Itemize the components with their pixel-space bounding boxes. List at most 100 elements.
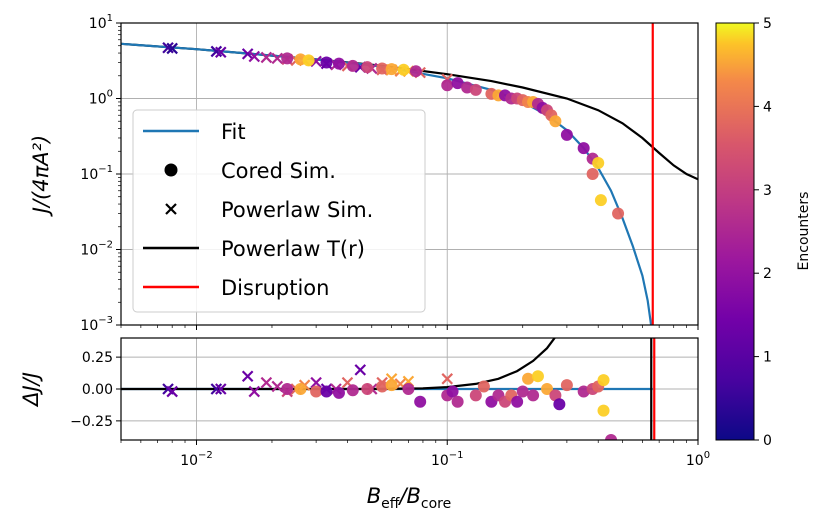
top-y-axis-label: J/(4πA²) <box>29 135 53 217</box>
cross-stroke <box>248 50 261 63</box>
x-axis-label: Beff/Bcore <box>367 484 452 512</box>
cored-sim-point <box>346 59 359 72</box>
legend-label: Fit <box>221 120 246 144</box>
cored-sim-residual-point <box>376 380 389 393</box>
cored-sim-point <box>376 62 389 75</box>
cross-stroke <box>215 46 227 59</box>
cross-stroke <box>210 383 223 395</box>
cross-stroke <box>241 48 254 60</box>
cored-sim-point <box>592 156 605 169</box>
cross-stroke <box>260 376 273 389</box>
powerlaw-sim-point <box>166 42 178 55</box>
x-tick-label: 100 <box>686 450 710 469</box>
cross-stroke <box>341 376 354 389</box>
cross-stroke <box>271 52 284 65</box>
cross-stroke <box>162 41 174 54</box>
legend-label: Powerlaw T(r) <box>221 237 365 261</box>
cored-sim-point <box>320 56 333 69</box>
legend-entry: Powerlaw Sim. <box>165 198 373 222</box>
colorbar-tick-label: 4 <box>763 99 772 115</box>
colorbar-tick-label: 1 <box>763 350 772 366</box>
cored-sim-point <box>594 194 607 207</box>
cored-sim-residual-point <box>549 389 562 402</box>
legend-swatch-cross <box>165 203 177 215</box>
x-ticks: 10−2 10−1 100 <box>120 325 710 469</box>
cored-sim-residual-point <box>516 385 529 398</box>
powerlaw-sim-residual-point <box>441 373 454 385</box>
cored-sim-residual-point <box>332 386 345 399</box>
cored-sim-point <box>409 65 422 78</box>
cross-stroke <box>310 376 322 389</box>
cross-stroke <box>248 385 261 398</box>
legend: Fit Cored Sim. Powerlaw Sim. Powerlaw T(r) D… <box>132 109 426 313</box>
cored-sim-residual-point <box>346 384 359 397</box>
cored-sim-point <box>612 207 625 220</box>
colorbar-tick-label: 0 <box>763 433 772 449</box>
powerlaw-sim-point <box>260 51 273 64</box>
cored-sim-residual-point <box>541 383 554 395</box>
powerlaw-sim-point <box>248 50 261 63</box>
colorbar-ticks: 0 1 2 3 4 5 <box>754 16 772 449</box>
bottom-y-tick-label: 0.00 <box>82 382 113 398</box>
cross-stroke <box>210 45 223 58</box>
cored-sim-residual-point <box>511 395 524 408</box>
powerlaw-sim-point <box>241 48 254 60</box>
colorbar-tick-label: 2 <box>763 266 772 282</box>
cored-sim-residual-point <box>522 372 535 385</box>
powerlaw-sim-residual-point <box>260 376 273 389</box>
cored-sim-point <box>469 83 482 96</box>
cored-sim-residual-point <box>361 383 374 395</box>
legend-entry: Fit <box>143 120 246 144</box>
legend-swatch-circle <box>164 163 178 177</box>
colorbar-tick-label: 3 <box>763 183 772 199</box>
cross-stroke <box>162 383 174 395</box>
cross-stroke <box>354 364 367 376</box>
cored-sim-residual-point <box>414 395 427 408</box>
top-y-ticks: 101 100 10−1 10−2 10−3 <box>80 13 121 334</box>
cored-sim-residual-point <box>446 385 459 398</box>
top-y-tick-label: 100 <box>89 89 113 108</box>
x-tick-label: 10−2 <box>180 450 213 469</box>
cored-sim-residual-point <box>310 385 323 398</box>
powerlaw-sim-residual-point <box>166 385 178 398</box>
legend-entry: Cored Sim. <box>164 159 336 183</box>
cored-sim-residual-point <box>531 370 544 383</box>
cross-stroke <box>441 373 454 385</box>
powerlaw-sim-point <box>215 46 227 59</box>
cross-stroke <box>215 383 227 395</box>
bottom-panel: 0.25 0.00 −0.25 10−2 10−1 100 ΔJ/J Beff/Bcor… <box>19 325 710 512</box>
cored-sim-residual-point <box>294 383 307 395</box>
legend-entry: Powerlaw T(r) <box>143 237 365 261</box>
cross-stroke <box>271 380 284 393</box>
bottom-y-ticks: 0.25 0.00 −0.25 <box>70 350 121 430</box>
colorbar-gradient <box>715 22 755 441</box>
legend-entry: Disruption <box>143 276 329 300</box>
bottom-y-tick-label: −0.25 <box>70 414 113 430</box>
cored-sim-point <box>549 115 562 128</box>
cored-sim-point <box>560 128 573 141</box>
cored-sim-residual-point <box>320 385 333 398</box>
cored-sim-residual-point <box>597 404 610 417</box>
cored-sim-residual-point <box>281 383 294 395</box>
cored-sim-residual-point <box>605 434 618 440</box>
colorbar-label: Encounters <box>796 192 812 271</box>
cored-sim-point <box>577 142 590 155</box>
cored-sim-point <box>441 79 454 92</box>
cross-stroke <box>260 51 273 64</box>
powerlaw-sim-residual-point <box>241 370 254 383</box>
powerlaw-sim-residual-point <box>354 364 367 376</box>
powerlaw-sim-residual-point <box>271 380 284 393</box>
bottom-y-tick-label: 0.25 <box>82 350 113 366</box>
cored-sim-point <box>361 61 374 74</box>
legend-box <box>132 109 426 313</box>
cross-stroke <box>241 370 254 383</box>
legend-label: Cored Sim. <box>221 159 336 183</box>
powerlaw-residual-curve <box>121 338 556 391</box>
cored-sim-residual-point <box>402 383 415 395</box>
powerlaw-sim-residual-point <box>215 383 227 395</box>
colorbar: 0 1 2 3 4 5 Encounters <box>715 16 812 449</box>
cored-sim-point <box>332 57 345 70</box>
legend-label: Disruption <box>221 276 329 300</box>
powerlaw-sim-point <box>162 41 174 54</box>
